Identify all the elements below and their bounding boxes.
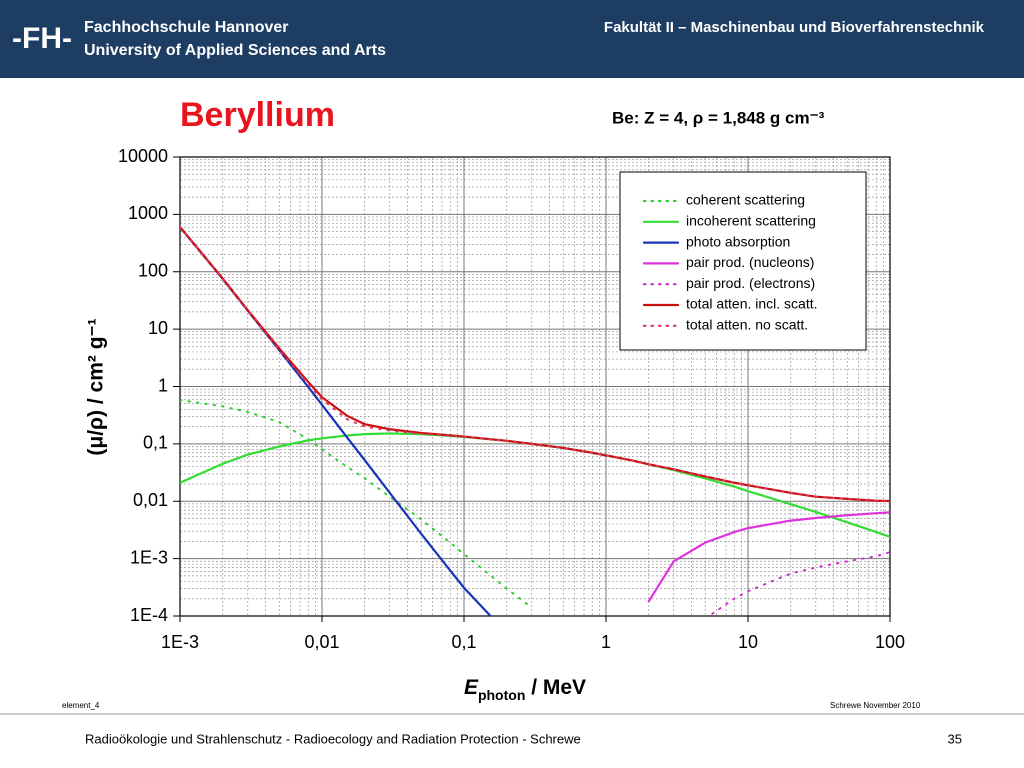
y-tick-label: 1E-3	[130, 547, 168, 567]
plot-lines	[180, 225, 890, 616]
chart-subtitle: Be: Z = 4, ρ = 1,848 g cm⁻³	[612, 108, 825, 127]
footer-left-note: element_4	[62, 701, 100, 710]
y-tick-label: 100	[138, 261, 168, 281]
series-line	[707, 551, 890, 616]
page-number: 35	[948, 731, 962, 746]
x-tick-label: 100	[875, 632, 905, 652]
x-axis-label: Ephoton / MeV	[464, 676, 586, 703]
x-tick-label: 1E-3	[161, 632, 199, 652]
x-label-symbol: E	[464, 676, 479, 699]
x-label-subscript: photon	[478, 687, 525, 703]
plot-frame	[179, 156, 891, 617]
y-tick-label: 1000	[128, 203, 168, 223]
header-line2: University of Applied Sciences and Arts	[84, 42, 386, 59]
faculty: Fakultät II – Maschinenbau und Bioverfah…	[604, 19, 985, 36]
legend-label: total atten. no scatt.	[686, 317, 808, 333]
y-tick-label: 0,1	[143, 433, 168, 453]
x-tick-label: 10	[738, 632, 758, 652]
y-tick-label: 1E-4	[130, 605, 168, 625]
footer-caption: Radioökologie und Strahlenschutz - Radio…	[85, 731, 581, 746]
legend-label: coherent scattering	[686, 192, 805, 208]
y-tick-label: 10	[148, 318, 168, 338]
series-line	[647, 511, 890, 603]
x-tick-label: 0,1	[451, 632, 476, 652]
legend-label: total atten. incl. scatt.	[686, 296, 818, 312]
chart-title: Beryllium	[180, 96, 335, 134]
legend-label: incoherent scattering	[686, 213, 816, 229]
header-line1: Fachhochschule Hannover	[84, 19, 289, 36]
legend-label: photo absorption	[686, 233, 790, 249]
legend-label: pair prod. (nucleons)	[686, 254, 814, 270]
y-tick-label: 0,01	[133, 490, 168, 510]
footer-right-note: Schrewe November 2010	[830, 701, 921, 710]
y-tick-label: 10000	[118, 146, 168, 166]
legend-label: pair prod. (electrons)	[686, 275, 815, 291]
header-band	[0, 0, 1024, 78]
series-line	[180, 226, 890, 502]
x-label-unit: / MeV	[525, 676, 586, 699]
x-tick-label: 1	[601, 632, 611, 652]
x-tick-label: 0,01	[304, 632, 339, 652]
y-axis-label: (μ/ρ) / cm² g⁻¹	[85, 318, 108, 455]
y-tick-label: 1	[158, 375, 168, 395]
logo: -FH-	[12, 22, 72, 55]
